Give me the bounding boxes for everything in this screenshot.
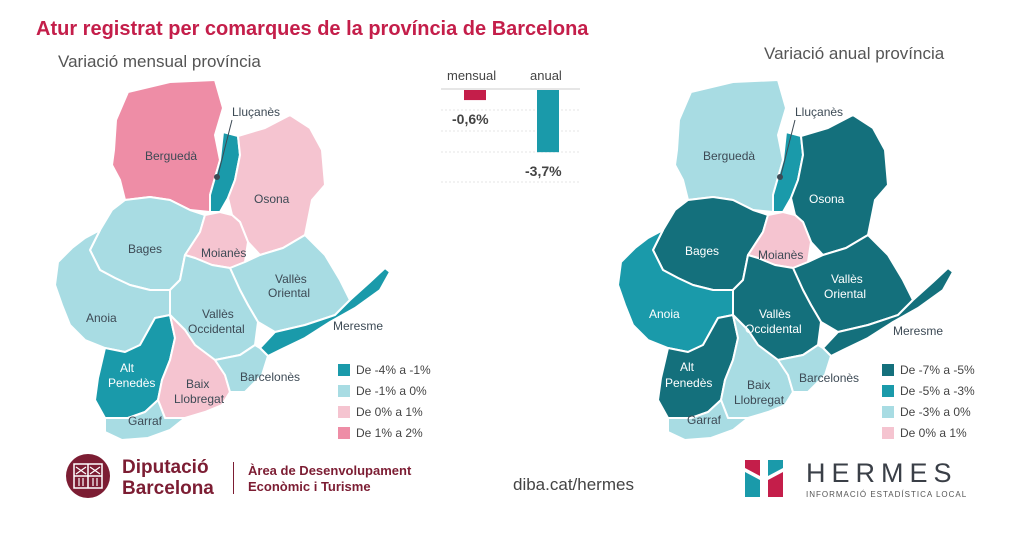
label-bergueda-annual: Berguedà <box>703 149 755 163</box>
label-moianes: Moianès <box>201 246 246 260</box>
region-baix-llobregat[interactable] <box>157 314 231 419</box>
left-legend-swatch-3 <box>338 406 350 418</box>
department-line1: Àrea de Desenvolupament <box>248 463 412 478</box>
bar-anual-value: -3,7% <box>525 163 562 179</box>
right-legend-label-1: De -7% a -5% <box>900 363 975 377</box>
label-bergueda: Berguedà <box>145 149 197 163</box>
llucanes-pointer-annual <box>780 119 796 176</box>
region-garraf-annual[interactable] <box>667 399 749 441</box>
label-llucanes: Lluçanès <box>232 105 280 119</box>
diputacio-emblem-icon <box>66 454 110 498</box>
label-osona: Osona <box>254 192 290 206</box>
right-legend-label-4: De 0% a 1% <box>900 426 967 440</box>
label-alt-penedes-1-annual: Alt <box>680 360 695 374</box>
hermes-tagline: INFORMACIÓ ESTADÍSTICA LOCAL <box>806 490 968 499</box>
left-legend: De -4% a -1% De -1% a 0% De 0% a 1% De 1… <box>338 363 431 440</box>
region-garraf[interactable] <box>104 399 186 441</box>
hermes-brand-name: HERMES <box>806 458 958 488</box>
variation-bars: mensual anual -0,6% -3,7% <box>441 68 580 183</box>
diputacio-name-line1: Diputació <box>122 457 209 478</box>
label-llucanes-annual: Lluçanès <box>795 105 843 119</box>
label-alt-penedes-2: Penedès <box>108 376 155 390</box>
right-map-labels: Berguedà Lluçanès Osona Bages Moianès Va… <box>649 105 943 427</box>
label-baix-llobregat-1: Baix <box>186 377 209 391</box>
left-legend-swatch-2 <box>338 385 350 397</box>
region-maresme-annual[interactable] <box>822 267 954 357</box>
page-title: Atur registrat per comarques de la proví… <box>36 18 589 40</box>
label-baix-llobregat-1-annual: Baix <box>747 378 770 392</box>
source-url[interactable]: diba.cat/hermes <box>513 475 634 494</box>
right-legend: De -7% a -5% De -5% a -3% De -3% a 0% De… <box>882 363 975 440</box>
label-valles-occidental-1: Vallès <box>202 307 234 321</box>
label-valles-oriental-1-annual: Vallès <box>831 272 863 286</box>
left-legend-label-4: De 1% a 2% <box>356 426 423 440</box>
label-barcelones: Barcelonès <box>240 370 300 384</box>
left-map-subtitle: Variació mensual província <box>58 52 261 71</box>
hermes-logo-icon <box>745 460 783 497</box>
label-alt-penedes-2-annual: Penedès <box>665 376 712 390</box>
label-osona-annual: Osona <box>809 192 845 206</box>
label-moianes-annual: Moianès <box>758 248 803 262</box>
label-alt-penedes-1: Alt <box>120 361 135 375</box>
bar-mensual-label: mensual <box>447 68 496 83</box>
label-anoia-annual: Anoia <box>649 307 680 321</box>
label-anoia: Anoia <box>86 311 117 325</box>
label-bages-annual: Bages <box>685 244 719 258</box>
bar-anual-label: anual <box>530 68 562 83</box>
left-legend-swatch-4 <box>338 427 350 439</box>
left-map <box>54 79 391 441</box>
label-baix-llobregat-2: Llobregat <box>174 392 225 406</box>
bar-mensual-value: -0,6% <box>452 111 489 127</box>
bar-mensual <box>464 90 486 101</box>
bar-anual <box>537 90 559 153</box>
label-garraf: Garraf <box>128 414 163 428</box>
label-baix-llobregat-2-annual: Llobregat <box>734 393 785 407</box>
label-valles-oriental-2: Oriental <box>268 286 310 300</box>
llucanes-dot <box>214 174 220 180</box>
right-legend-swatch-2 <box>882 385 894 397</box>
left-legend-label-1: De -4% a -1% <box>356 363 431 377</box>
right-map-subtitle: Variació anual província <box>764 44 945 63</box>
region-baix-llobregat-annual[interactable] <box>720 314 794 419</box>
left-legend-label-3: De 0% a 1% <box>356 405 423 419</box>
region-barcelones-annual[interactable] <box>777 344 832 393</box>
right-map <box>617 79 954 441</box>
right-legend-swatch-4 <box>882 427 894 439</box>
region-maresme[interactable] <box>259 267 391 357</box>
department-line2: Econòmic i Turisme <box>248 479 371 494</box>
llucanes-pointer <box>217 119 233 176</box>
right-legend-label-3: De -3% a 0% <box>900 405 971 419</box>
llucanes-dot-annual <box>777 174 783 180</box>
right-legend-label-2: De -5% a -3% <box>900 384 975 398</box>
label-barcelones-annual: Barcelonès <box>799 371 859 385</box>
left-legend-swatch-1 <box>338 364 350 376</box>
label-maresme-annual: Meresme <box>893 324 943 338</box>
label-valles-occidental-2-annual: Occidental <box>745 322 802 336</box>
label-bages: Bages <box>128 242 162 256</box>
label-garraf-annual: Garraf <box>687 413 722 427</box>
region-bergueda-annual[interactable] <box>674 79 787 213</box>
right-legend-swatch-1 <box>882 364 894 376</box>
left-map-labels: Berguedà Lluçanès Osona Bages Moianès Va… <box>86 105 383 428</box>
label-valles-oriental-1: Vallès <box>275 272 307 286</box>
label-valles-oriental-2-annual: Oriental <box>824 287 866 301</box>
diputacio-name-line2: Barcelona <box>122 478 214 499</box>
right-legend-swatch-3 <box>882 406 894 418</box>
region-barcelones[interactable] <box>214 344 269 393</box>
region-bergueda[interactable] <box>111 79 224 213</box>
left-legend-label-2: De -1% a 0% <box>356 384 427 398</box>
label-maresme: Meresme <box>333 319 383 333</box>
label-valles-occidental-1-annual: Vallès <box>759 307 791 321</box>
label-valles-occidental-2: Occidental <box>188 322 245 336</box>
footer-divider <box>233 462 234 494</box>
